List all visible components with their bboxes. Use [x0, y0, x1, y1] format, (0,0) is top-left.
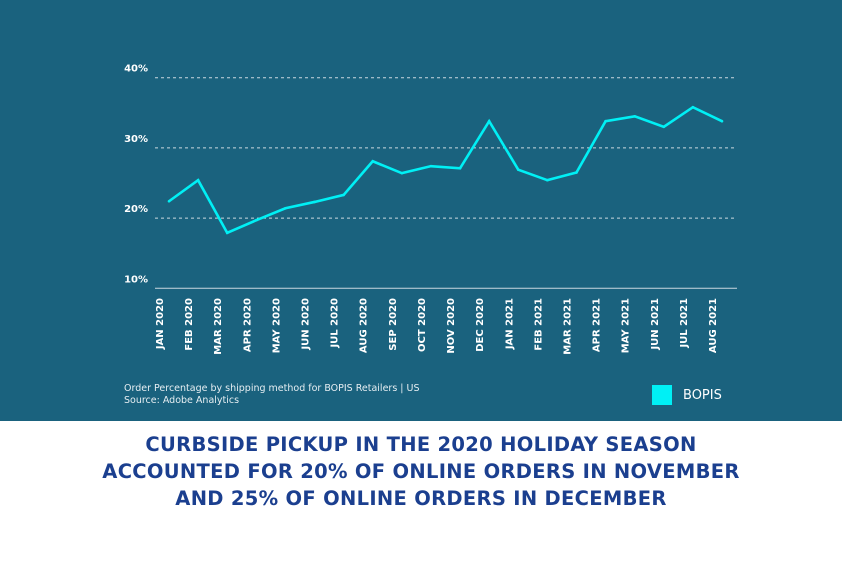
headline: CURBSIDE PICKUP IN THE 2020 HOLIDAY SEAS…: [0, 431, 842, 512]
data-point: [371, 159, 375, 163]
y-tick-label: 10%: [124, 274, 148, 285]
x-tick-label: MAY 2021: [621, 298, 632, 353]
x-tick-label: OCT 2020: [417, 298, 428, 352]
data-point: [167, 199, 171, 203]
legend-swatch-bopis: [652, 385, 672, 405]
headline-line-3: AND 25% OF ONLINE ORDERS IN DECEMBER: [175, 487, 667, 510]
data-point: [225, 231, 229, 235]
x-tick-label: MAR 2020: [213, 298, 224, 355]
series-line-bopis: [168, 105, 723, 235]
x-tick-label: DEC 2020: [475, 298, 486, 352]
line-chart: 10% 20% 30% 40% JAN 2020 FEB 2020 MAR 2020 APR …: [124, 64, 737, 355]
data-point: [313, 200, 316, 204]
data-point: [633, 115, 636, 118]
data-point: [284, 206, 287, 210]
data-point: [691, 105, 695, 109]
x-tick-label: SEP 2020: [388, 298, 399, 351]
x-tick-label: FEB 2021: [533, 298, 544, 351]
y-tick-label: 30%: [124, 134, 148, 145]
x-tick-label: JAN 2020: [155, 298, 166, 350]
headline-line-2: ACCOUNTED FOR 20% OF ONLINE ORDERS IN NO…: [102, 460, 740, 483]
x-tick-label: JAN 2021: [504, 298, 515, 350]
chart-panel: [0, 0, 842, 421]
x-tick-label: AUG 2020: [359, 298, 370, 353]
x-tick-label: JUN 2021: [650, 298, 661, 351]
chart-description: Order Percentage by shipping method for …: [124, 383, 420, 394]
x-tick-label: JUL 2021: [679, 298, 690, 349]
x-tick-label: AUG 2021: [708, 298, 719, 353]
data-point: [662, 125, 666, 129]
data-point: [342, 193, 345, 197]
x-tick-label: JUL 2020: [330, 298, 341, 349]
x-tick-label: JUN 2020: [301, 298, 312, 351]
data-point: [546, 178, 549, 182]
data-point: [458, 166, 462, 170]
x-tick-label: APR 2021: [592, 298, 603, 352]
legend-label-bopis: BOPIS: [683, 387, 722, 403]
data-point: [516, 168, 520, 171]
data-point: [575, 171, 578, 174]
data-point: [400, 171, 404, 175]
chart-legend: BOPIS: [652, 385, 722, 405]
data-point: [720, 119, 724, 123]
y-tick-label: 40%: [124, 64, 148, 75]
chart-source-note: Order Percentage by shipping method for …: [124, 383, 420, 407]
x-tick-label: FEB 2020: [184, 298, 195, 351]
x-tick-label: NOV 2020: [446, 298, 457, 354]
headline-line-1: CURBSIDE PICKUP IN THE 2020 HOLIDAY SEAS…: [145, 433, 697, 456]
data-point: [429, 164, 433, 168]
x-tick-label: MAY 2020: [271, 298, 282, 353]
data-point: [196, 178, 200, 182]
y-tick-label: 20%: [124, 204, 148, 215]
data-point: [255, 218, 258, 222]
data-point: [487, 119, 491, 123]
data-point: [604, 119, 607, 123]
chart-source: Source: Adobe Analytics: [124, 395, 240, 406]
x-tick-label: APR 2020: [242, 298, 253, 352]
x-tick-label: MAR 2021: [562, 298, 573, 355]
